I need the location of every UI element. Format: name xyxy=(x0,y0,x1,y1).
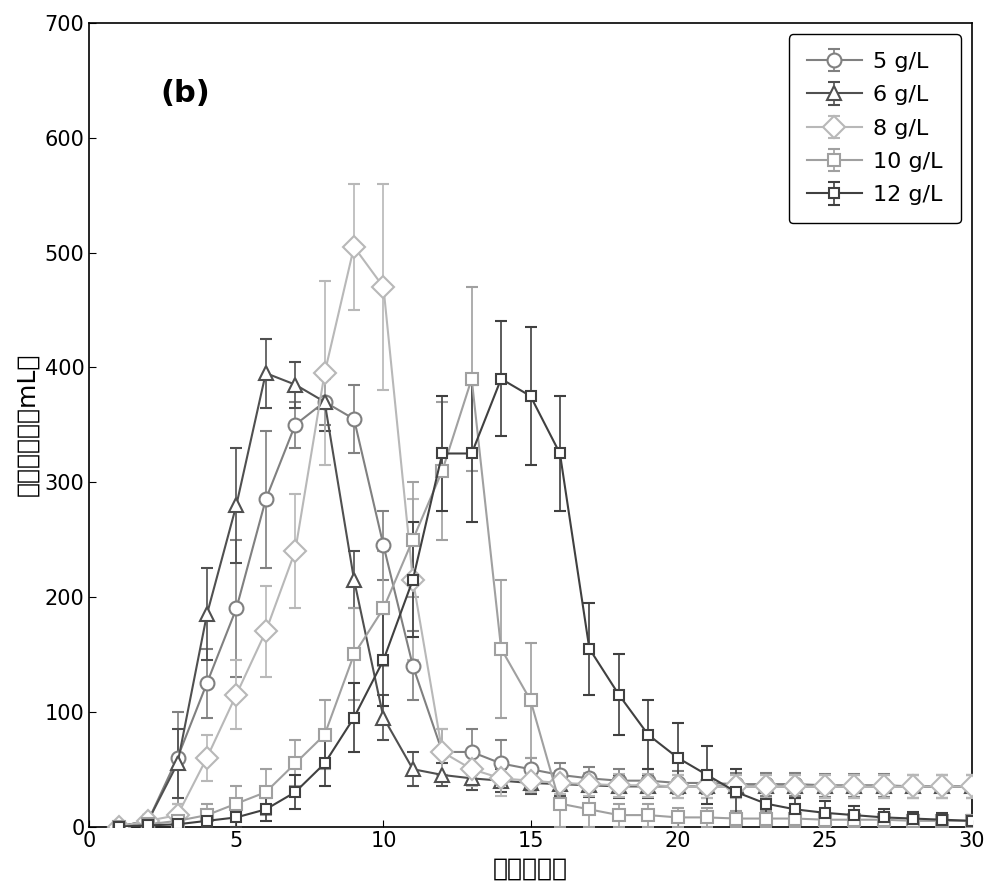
Text: (b): (b) xyxy=(160,79,210,108)
Legend: 5 g/L, 6 g/L, 8 g/L, 10 g/L, 12 g/L: 5 g/L, 6 g/L, 8 g/L, 10 g/L, 12 g/L xyxy=(789,34,961,223)
Y-axis label: 甲烷日产量（mL）: 甲烷日产量（mL） xyxy=(15,353,39,496)
X-axis label: 时间（天）: 时间（天） xyxy=(493,857,568,881)
